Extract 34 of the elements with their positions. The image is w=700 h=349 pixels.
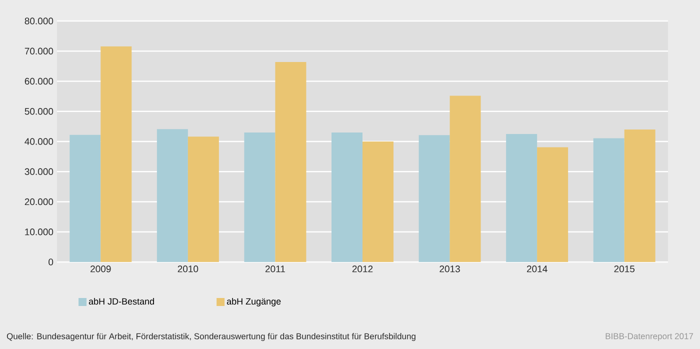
bar	[70, 134, 101, 262]
x-tick-label: 2013	[440, 266, 460, 272]
bar	[418, 135, 450, 262]
bar	[188, 136, 219, 262]
x-tick-label: 2010	[178, 266, 198, 272]
y-tick-label: 0	[48, 258, 54, 266]
bar	[332, 132, 362, 262]
bar	[100, 46, 132, 262]
text: BIBB-Datenreport 2017	[606, 333, 694, 341]
bar	[244, 132, 276, 262]
legend-label: abH JD-Bestand	[88, 298, 154, 305]
y-tick-label: 80.000	[24, 18, 54, 24]
y-tick-label: 50.000	[24, 108, 54, 115]
bar	[156, 129, 188, 262]
y-tick-label: 20.000	[24, 198, 54, 206]
bar	[506, 134, 538, 262]
x-tick-label: 2015	[614, 266, 635, 272]
bar	[593, 138, 624, 262]
source-note: Quelle: Bundesagentur für Arbeit, Förderstatistik, Sonderauswertung für das Bundesinstitut für Berufsbildung	[6, 333, 416, 341]
y-tick-label: 70.000	[24, 48, 54, 54]
y-tick-label: 30.000	[24, 168, 54, 175]
x-tick-label: 2009	[90, 266, 111, 272]
bar	[450, 96, 481, 262]
bar	[362, 142, 394, 262]
y-tick-label: 10.000	[25, 228, 54, 236]
bar	[624, 129, 656, 262]
legend-label: abH Zugänge	[226, 298, 281, 306]
x-tick-label: 2014	[526, 266, 548, 272]
y-tick-label: 40.000	[24, 138, 54, 145]
bar	[275, 62, 306, 262]
y-tick-label: 60.000	[24, 78, 54, 85]
bar	[537, 147, 568, 262]
x-tick-label: 2012	[352, 266, 373, 272]
x-tick-label: 2011	[265, 266, 285, 272]
